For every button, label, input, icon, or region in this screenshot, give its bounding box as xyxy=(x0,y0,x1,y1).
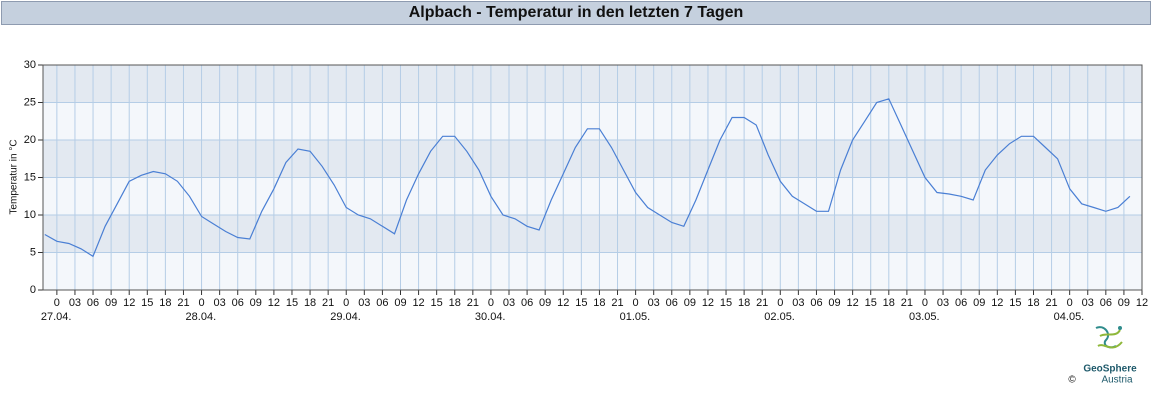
x-tick-label: 0 xyxy=(343,297,349,309)
x-tick-label: 18 xyxy=(593,297,605,309)
logo-icon xyxy=(1095,326,1117,349)
x-tick-label: 15 xyxy=(720,297,732,309)
x-tick-label: 12 xyxy=(412,297,424,309)
day-label: 04.05. xyxy=(1054,311,1085,323)
day-label: 03.05. xyxy=(909,311,940,323)
x-tick-label: 21 xyxy=(901,297,913,309)
x-tick-label: 21 xyxy=(611,297,623,309)
y-tick-label: 15 xyxy=(24,171,36,183)
plot-frame xyxy=(42,64,1143,291)
x-tick-label: 21 xyxy=(756,297,768,309)
x-tick-label: 03 xyxy=(69,297,81,309)
x-tick-label: 09 xyxy=(250,297,262,309)
x-tick-label: 09 xyxy=(828,297,840,309)
x-tick-label: 09 xyxy=(973,297,985,309)
x-tick-label: 15 xyxy=(431,297,443,309)
copyright: © xyxy=(1068,375,1076,386)
logo-sub: Austria xyxy=(1101,375,1133,386)
x-tick-label: 0 xyxy=(1067,297,1073,309)
y-tick-label: 25 xyxy=(24,96,36,108)
x-tick-label: 09 xyxy=(105,297,117,309)
x-tick-label: 09 xyxy=(684,297,696,309)
plot: 0 03 06 09 12 15 18 21 0 03 06 09 12 15 18 21 0 03 06 09 12 1… xyxy=(24,59,1148,323)
y-tick-label: 10 xyxy=(24,209,36,221)
x-tick-label: 0 xyxy=(198,297,204,309)
x-tick-label: 03 xyxy=(1082,297,1094,309)
x-tick-label: 18 xyxy=(449,297,461,309)
x-tick-label: 06 xyxy=(1100,297,1112,309)
x-tick-label: 12 xyxy=(702,297,714,309)
x-tick-label: 15 xyxy=(1009,297,1021,309)
logo-name: GeoSphere xyxy=(1083,364,1137,375)
day-label: 30.04. xyxy=(475,311,506,323)
chart-title: Alpbach - Temperatur in den letzten 7 Ta… xyxy=(1,1,1151,25)
x-tick-label: 12 xyxy=(991,297,1003,309)
x-tick-label: 03 xyxy=(503,297,515,309)
x-tick-label: 03 xyxy=(358,297,370,309)
x-tick-label: 15 xyxy=(865,297,877,309)
x-tick-label: 21 xyxy=(322,297,334,309)
day-label: 27.04. xyxy=(41,311,72,323)
x-tick-label: 12 xyxy=(268,297,280,309)
x-tick-label: 0 xyxy=(777,297,783,309)
day-label: 29.04. xyxy=(330,311,361,323)
x-tick-label: 15 xyxy=(575,297,587,309)
x-tick-label: 0 xyxy=(488,297,494,309)
x-tick-label: 0 xyxy=(922,297,928,309)
x-tick-label: 06 xyxy=(810,297,822,309)
x-tick-label: 0 xyxy=(633,297,639,309)
x-tick-label: 03 xyxy=(792,297,804,309)
x-tick-label: 09 xyxy=(394,297,406,309)
x-tick-label: 0 xyxy=(54,297,60,309)
y-tick-label: 5 xyxy=(30,246,36,258)
x-tick-label: 12 xyxy=(847,297,859,309)
x-tick-label: 12 xyxy=(123,297,135,309)
x-tick-label: 06 xyxy=(521,297,533,309)
x-tick-label: 12 xyxy=(1136,297,1148,309)
x-tick-label: 15 xyxy=(286,297,298,309)
x-tick-label: 06 xyxy=(376,297,388,309)
x-tick-label: 03 xyxy=(648,297,660,309)
band xyxy=(43,65,1142,103)
logo-icon xyxy=(1118,326,1122,330)
x-tick-label: 18 xyxy=(304,297,316,309)
y-tick-label: 30 xyxy=(24,59,36,71)
x-tick-label: 21 xyxy=(1045,297,1057,309)
day-label: 01.05. xyxy=(620,311,651,323)
x-tick-label: 03 xyxy=(937,297,949,309)
x-tick-label: 06 xyxy=(87,297,99,309)
day-label: 28.04. xyxy=(186,311,217,323)
y-axis-label: Temperatur in °C xyxy=(9,139,20,214)
x-tick-label: 09 xyxy=(539,297,551,309)
x-tick-label: 09 xyxy=(1118,297,1130,309)
x-tick-label: 18 xyxy=(883,297,895,309)
x-tick-label: 12 xyxy=(557,297,569,309)
x-tick-label: 21 xyxy=(177,297,189,309)
logo xyxy=(1095,326,1123,349)
x-tick-label: 06 xyxy=(232,297,244,309)
x-tick-label: 06 xyxy=(666,297,678,309)
x-tick-label: 06 xyxy=(955,297,967,309)
day-label: 02.05. xyxy=(764,311,795,323)
x-tick-label: 18 xyxy=(1027,297,1039,309)
y-tick-label: 20 xyxy=(24,134,36,146)
y-tick-label: 0 xyxy=(30,284,36,296)
x-tick-label: 18 xyxy=(738,297,750,309)
temperature-line xyxy=(44,98,1131,258)
band xyxy=(43,140,1142,178)
x-tick-label: 18 xyxy=(159,297,171,309)
x-tick-label: 21 xyxy=(467,297,479,309)
band xyxy=(43,215,1142,253)
x-tick-label: 03 xyxy=(214,297,226,309)
x-tick-label: 15 xyxy=(141,297,153,309)
logo-icon xyxy=(1097,329,1123,349)
